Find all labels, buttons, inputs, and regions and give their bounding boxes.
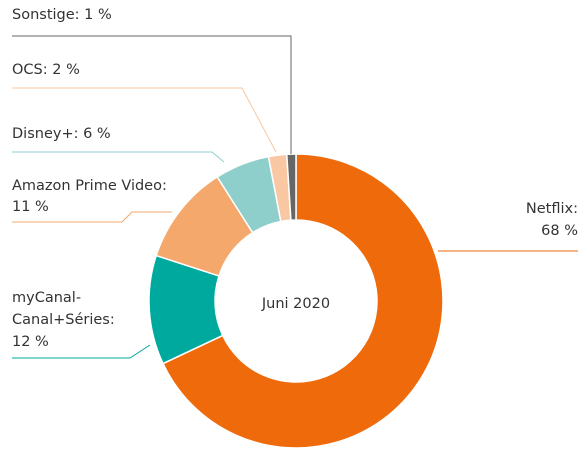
slice-label: Amazon Prime Video: bbox=[12, 178, 167, 194]
leader-line bbox=[12, 211, 172, 223]
leader-line bbox=[12, 35, 292, 154]
slice-label: Disney+: 6 % bbox=[12, 126, 111, 142]
donut-slice bbox=[161, 153, 444, 449]
donut-slice bbox=[285, 153, 297, 221]
slice-label: Sonstige: 1 % bbox=[12, 7, 112, 23]
slice-label: Canal+Séries: bbox=[12, 312, 115, 328]
slice-label: 68 % bbox=[541, 223, 578, 239]
slice-label: OCS: 2 % bbox=[12, 62, 80, 78]
slice-label: 12 % bbox=[12, 334, 49, 350]
center-label: Juni 2020 bbox=[261, 296, 330, 312]
leader-line bbox=[12, 344, 151, 359]
leader-line bbox=[12, 151, 225, 163]
slice-label: 11 % bbox=[12, 199, 49, 215]
slice-label: myCanal- bbox=[12, 290, 81, 306]
leader-line bbox=[12, 87, 277, 153]
slice-label: Netflix: bbox=[526, 201, 578, 217]
